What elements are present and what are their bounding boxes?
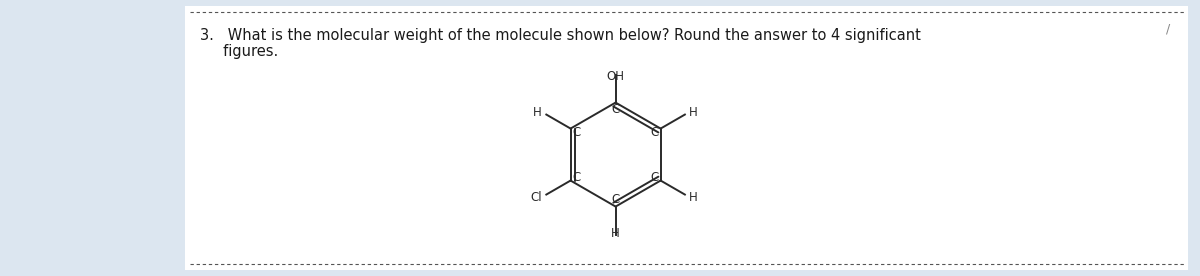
Text: figures.: figures. (200, 44, 278, 59)
Text: 3.   What is the molecular weight of the molecule shown below? Round the answer : 3. What is the molecular weight of the m… (200, 28, 920, 43)
Text: C: C (572, 171, 581, 184)
Text: H: H (533, 105, 542, 119)
Text: H: H (689, 105, 698, 119)
Text: C: C (572, 126, 581, 139)
Text: OH: OH (607, 70, 625, 83)
Text: /: / (1165, 22, 1170, 35)
Text: H: H (611, 227, 620, 240)
Text: C: C (612, 193, 619, 206)
Text: Cl: Cl (530, 190, 542, 204)
Text: C: C (650, 171, 659, 184)
Text: H: H (689, 190, 698, 204)
Text: C: C (650, 126, 659, 139)
Text: C: C (612, 103, 619, 116)
